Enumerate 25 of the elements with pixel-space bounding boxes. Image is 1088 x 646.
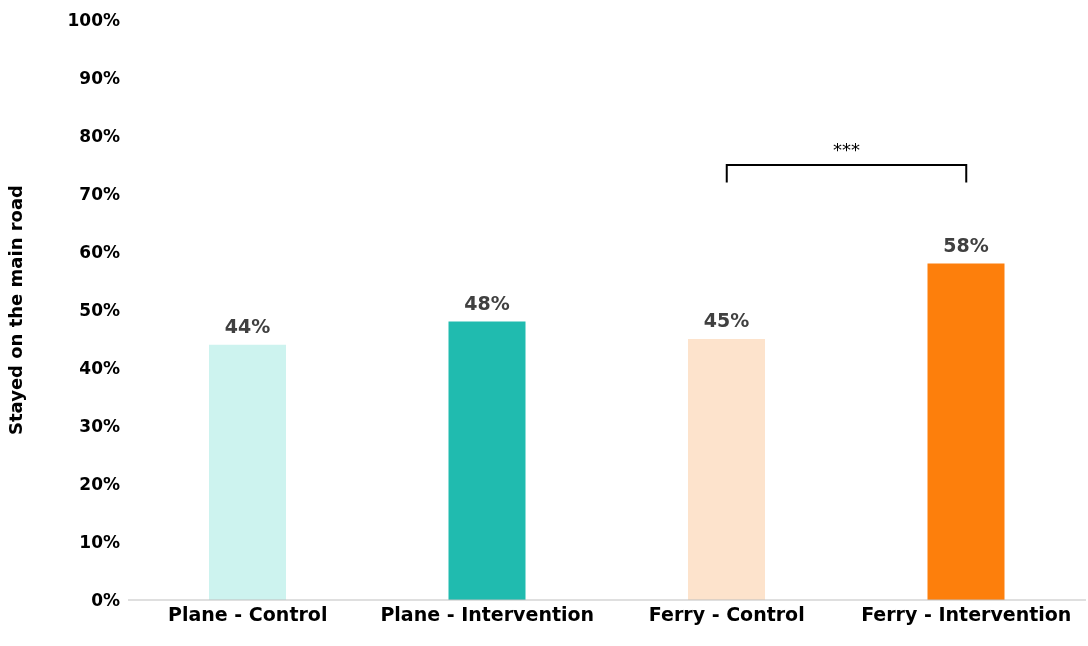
bar	[448, 321, 526, 600]
annotation: ***	[833, 139, 860, 161]
x-tick-label: Ferry - Control	[648, 603, 805, 626]
y-tick-label: 80%	[79, 126, 120, 147]
y-tick-label: 20%	[79, 474, 120, 495]
bar	[927, 263, 1005, 600]
y-tick-label: 70%	[79, 184, 120, 205]
y-tick-label: 100%	[67, 10, 120, 31]
y-tick-label: 10%	[79, 532, 120, 553]
x-tick-label: Plane - Control	[168, 603, 328, 626]
x-tick-label: Ferry - Intervention	[861, 603, 1072, 626]
data-label: 44%	[224, 314, 271, 337]
y-tick-label: 90%	[79, 68, 120, 89]
y-tick-label: 40%	[79, 358, 120, 379]
bar	[688, 339, 765, 600]
bar	[209, 344, 286, 600]
data-label: 48%	[464, 291, 510, 314]
y-tick-label: 50%	[79, 300, 120, 321]
y-axis-title: Stayed on the main road	[5, 184, 27, 436]
x-tick-label: Plane - Intervention	[380, 603, 595, 626]
data-label: 58%	[943, 233, 989, 256]
y-tick-label: 0%	[91, 590, 120, 611]
data-label: 45%	[703, 309, 750, 331]
y-tick-label: 30%	[79, 416, 120, 437]
y-tick-label: 60%	[79, 242, 120, 263]
